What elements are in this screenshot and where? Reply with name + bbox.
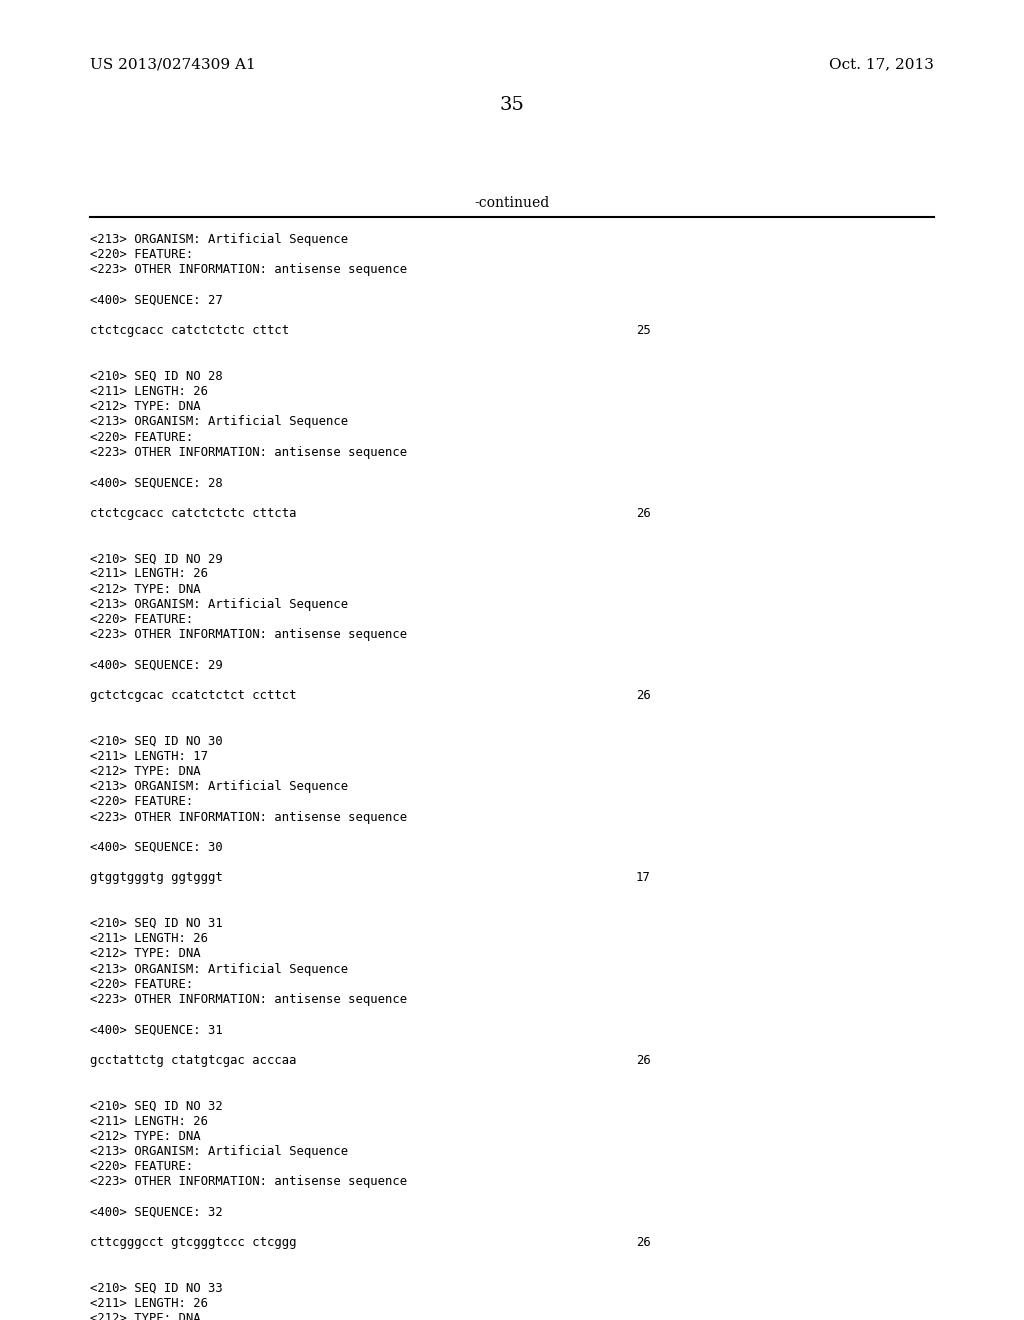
Text: <212> TYPE: DNA: <212> TYPE: DNA bbox=[90, 948, 201, 961]
Text: <213> ORGANISM: Artificial Sequence: <213> ORGANISM: Artificial Sequence bbox=[90, 1144, 348, 1158]
Text: <211> LENGTH: 26: <211> LENGTH: 26 bbox=[90, 1114, 208, 1127]
Text: <210> SEQ ID NO 30: <210> SEQ ID NO 30 bbox=[90, 735, 223, 747]
Text: cttcgggcct gtcgggtccc ctcggg: cttcgggcct gtcgggtccc ctcggg bbox=[90, 1237, 297, 1249]
Text: <220> FEATURE:: <220> FEATURE: bbox=[90, 978, 194, 991]
Text: <400> SEQUENCE: 27: <400> SEQUENCE: 27 bbox=[90, 294, 223, 306]
Text: 26: 26 bbox=[636, 689, 650, 702]
Text: <210> SEQ ID NO 28: <210> SEQ ID NO 28 bbox=[90, 370, 223, 383]
Text: <212> TYPE: DNA: <212> TYPE: DNA bbox=[90, 582, 201, 595]
Text: <213> ORGANISM: Artificial Sequence: <213> ORGANISM: Artificial Sequence bbox=[90, 416, 348, 429]
Text: <211> LENGTH: 26: <211> LENGTH: 26 bbox=[90, 932, 208, 945]
Text: 26: 26 bbox=[636, 1053, 650, 1067]
Text: <212> TYPE: DNA: <212> TYPE: DNA bbox=[90, 766, 201, 777]
Text: <220> FEATURE:: <220> FEATURE: bbox=[90, 248, 194, 261]
Text: <220> FEATURE:: <220> FEATURE: bbox=[90, 612, 194, 626]
Text: <211> LENGTH: 26: <211> LENGTH: 26 bbox=[90, 1298, 208, 1309]
Text: ctctcgcacc catctctctc cttcta: ctctcgcacc catctctctc cttcta bbox=[90, 507, 297, 520]
Text: US 2013/0274309 A1: US 2013/0274309 A1 bbox=[90, 57, 256, 71]
Text: <212> TYPE: DNA: <212> TYPE: DNA bbox=[90, 400, 201, 413]
Text: <210> SEQ ID NO 29: <210> SEQ ID NO 29 bbox=[90, 552, 223, 565]
Text: <210> SEQ ID NO 31: <210> SEQ ID NO 31 bbox=[90, 917, 223, 931]
Text: <223> OTHER INFORMATION: antisense sequence: <223> OTHER INFORMATION: antisense seque… bbox=[90, 810, 408, 824]
Text: <213> ORGANISM: Artificial Sequence: <213> ORGANISM: Artificial Sequence bbox=[90, 598, 348, 611]
Text: <210> SEQ ID NO 33: <210> SEQ ID NO 33 bbox=[90, 1282, 223, 1295]
Text: <400> SEQUENCE: 31: <400> SEQUENCE: 31 bbox=[90, 1023, 223, 1036]
Text: <223> OTHER INFORMATION: antisense sequence: <223> OTHER INFORMATION: antisense seque… bbox=[90, 993, 408, 1006]
Text: <400> SEQUENCE: 30: <400> SEQUENCE: 30 bbox=[90, 841, 223, 854]
Text: 25: 25 bbox=[636, 325, 650, 337]
Text: <223> OTHER INFORMATION: antisense sequence: <223> OTHER INFORMATION: antisense seque… bbox=[90, 446, 408, 459]
Text: gcctattctg ctatgtcgac acccaa: gcctattctg ctatgtcgac acccaa bbox=[90, 1053, 297, 1067]
Text: <223> OTHER INFORMATION: antisense sequence: <223> OTHER INFORMATION: antisense seque… bbox=[90, 264, 408, 276]
Text: 17: 17 bbox=[636, 871, 650, 884]
Text: <400> SEQUENCE: 28: <400> SEQUENCE: 28 bbox=[90, 477, 223, 490]
Text: Oct. 17, 2013: Oct. 17, 2013 bbox=[829, 57, 934, 71]
Text: <211> LENGTH: 26: <211> LENGTH: 26 bbox=[90, 568, 208, 581]
Text: <223> OTHER INFORMATION: antisense sequence: <223> OTHER INFORMATION: antisense seque… bbox=[90, 628, 408, 642]
Text: <400> SEQUENCE: 32: <400> SEQUENCE: 32 bbox=[90, 1205, 223, 1218]
Text: 26: 26 bbox=[636, 1237, 650, 1249]
Text: <213> ORGANISM: Artificial Sequence: <213> ORGANISM: Artificial Sequence bbox=[90, 962, 348, 975]
Text: <213> ORGANISM: Artificial Sequence: <213> ORGANISM: Artificial Sequence bbox=[90, 780, 348, 793]
Text: <220> FEATURE:: <220> FEATURE: bbox=[90, 430, 194, 444]
Text: <210> SEQ ID NO 32: <210> SEQ ID NO 32 bbox=[90, 1100, 223, 1113]
Text: <211> LENGTH: 17: <211> LENGTH: 17 bbox=[90, 750, 208, 763]
Text: gtggtgggtg ggtgggt: gtggtgggtg ggtgggt bbox=[90, 871, 223, 884]
Text: <220> FEATURE:: <220> FEATURE: bbox=[90, 796, 194, 808]
Text: 26: 26 bbox=[636, 507, 650, 520]
Text: <213> ORGANISM: Artificial Sequence: <213> ORGANISM: Artificial Sequence bbox=[90, 234, 348, 246]
Text: -continued: -continued bbox=[474, 195, 550, 210]
Text: ctctcgcacc catctctctc cttct: ctctcgcacc catctctctc cttct bbox=[90, 325, 289, 337]
Text: <212> TYPE: DNA: <212> TYPE: DNA bbox=[90, 1130, 201, 1143]
Text: <220> FEATURE:: <220> FEATURE: bbox=[90, 1160, 194, 1173]
Text: 35: 35 bbox=[500, 96, 524, 114]
Text: <223> OTHER INFORMATION: antisense sequence: <223> OTHER INFORMATION: antisense seque… bbox=[90, 1175, 408, 1188]
Text: <212> TYPE: DNA: <212> TYPE: DNA bbox=[90, 1312, 201, 1320]
Text: <400> SEQUENCE: 29: <400> SEQUENCE: 29 bbox=[90, 659, 223, 672]
Text: <211> LENGTH: 26: <211> LENGTH: 26 bbox=[90, 385, 208, 399]
Text: gctctcgcac ccatctctct ccttct: gctctcgcac ccatctctct ccttct bbox=[90, 689, 297, 702]
